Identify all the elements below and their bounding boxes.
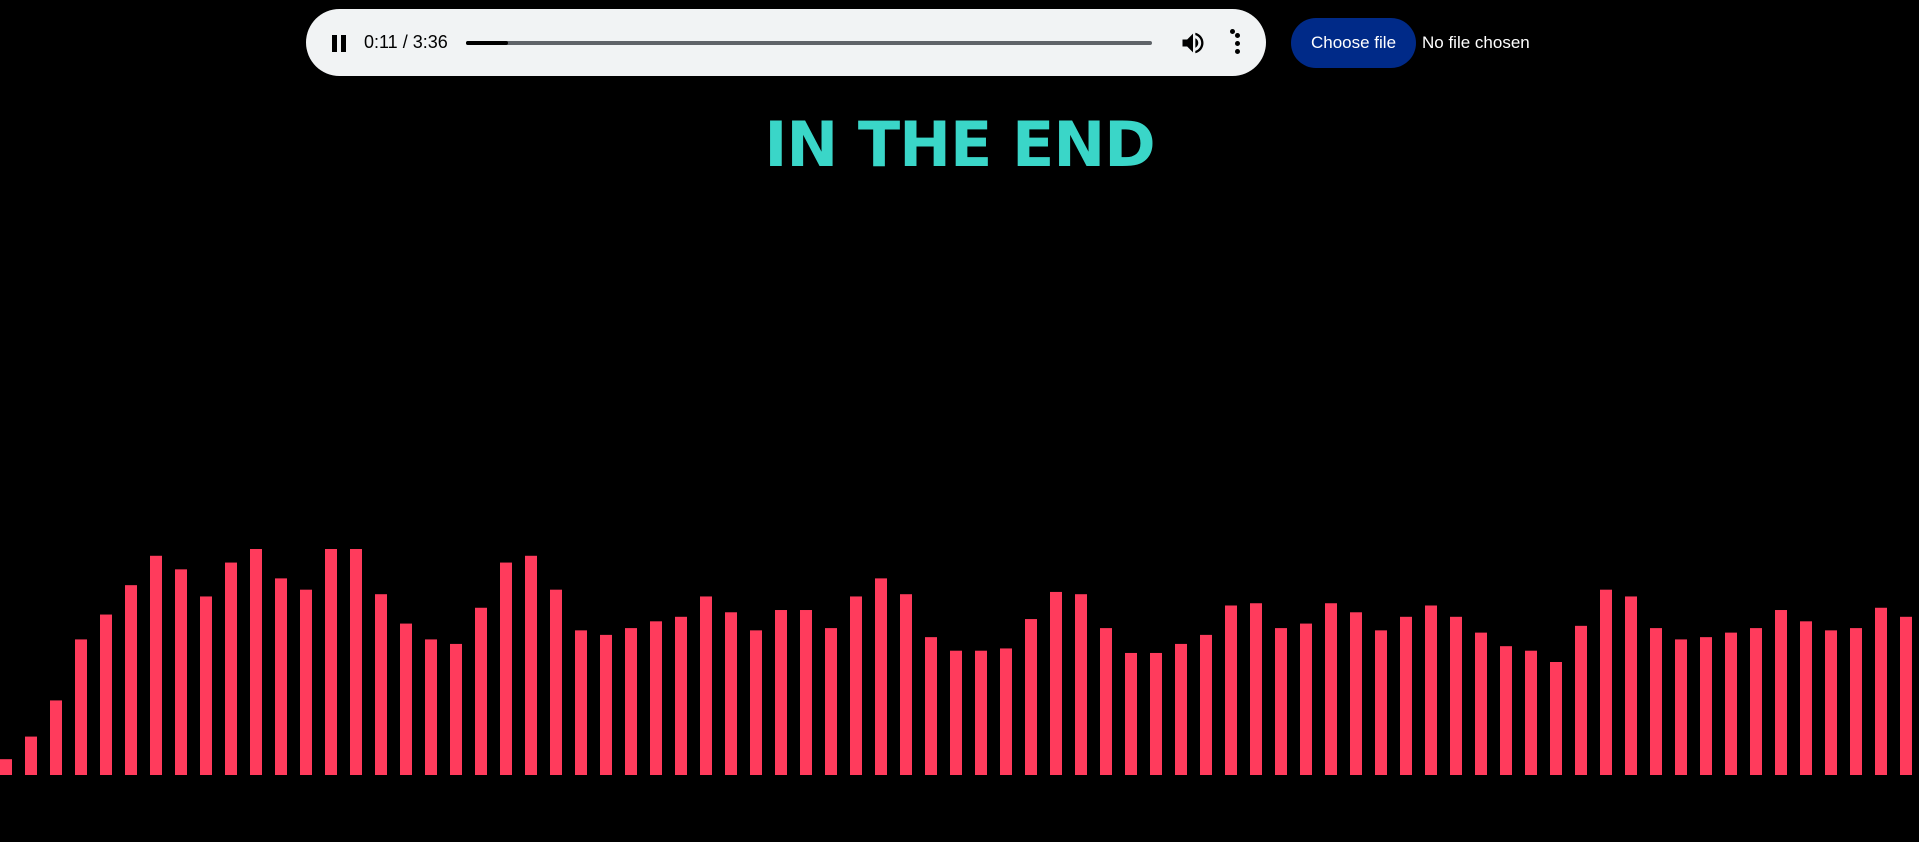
volume-icon <box>1182 32 1204 54</box>
visualizer-bar <box>0 759 12 775</box>
visualizer-bar <box>550 589 562 775</box>
volume-button[interactable] <box>1178 29 1208 57</box>
visualizer-bar <box>1600 589 1612 775</box>
visualizer-bar <box>950 650 962 775</box>
visualizer-bar <box>350 549 362 775</box>
visualizer-bar <box>325 549 337 775</box>
visualizer-bar <box>875 578 887 775</box>
visualizer-bar <box>225 562 237 775</box>
progress-slider[interactable] <box>466 41 1152 45</box>
visualizer-bar <box>1725 632 1737 775</box>
visualizer-bar <box>900 594 912 775</box>
visualizer-bar <box>1000 648 1012 775</box>
visualizer-bar <box>750 630 762 775</box>
visualizer-bar <box>450 643 462 775</box>
visualizer-bar <box>200 596 212 775</box>
visualizer-bar <box>1475 632 1487 775</box>
visualizer-bar <box>1350 612 1362 775</box>
visualizer-bar <box>1175 643 1187 775</box>
visualizer-bar <box>1225 605 1237 775</box>
visualizer-bar <box>1850 628 1862 775</box>
visualizer-bar <box>1125 652 1137 775</box>
time-display: 0:11 / 3:36 <box>364 32 448 52</box>
visualizer-bar <box>1275 628 1287 775</box>
visualizer-bar <box>1450 616 1462 775</box>
visualizer-bar <box>725 612 737 775</box>
visualizer-bar <box>1050 591 1062 775</box>
visualizer-bar <box>50 700 62 775</box>
visualizer-bar <box>1650 628 1662 775</box>
visualizer-bar <box>275 578 287 775</box>
visualizer-bar <box>400 623 412 775</box>
more-vert-icon <box>1230 29 1240 54</box>
visualizer-bar <box>1525 650 1537 775</box>
visualizer-bar <box>75 639 87 775</box>
visualizer-bar <box>150 555 162 775</box>
visualizer-bar <box>1250 603 1262 775</box>
visualizer-bar <box>25 736 37 775</box>
visualizer-bar <box>600 634 612 775</box>
visualizer-bar <box>1500 646 1512 775</box>
progress-fill <box>466 41 508 45</box>
visualizer-bar <box>1325 603 1337 775</box>
visualizer-bar <box>975 650 987 775</box>
visualizer-bar <box>1150 652 1162 775</box>
visualizer-bar <box>475 607 487 775</box>
visualizer-bar <box>1575 625 1587 775</box>
visualizer-bar <box>1900 616 1912 775</box>
visualizer-bar <box>125 585 137 775</box>
visualizer-bar <box>675 616 687 775</box>
visualizer-bar <box>525 555 537 775</box>
visualizer-bar <box>500 562 512 775</box>
visualizer-bar <box>1700 637 1712 775</box>
visualizer-bar <box>925 637 937 775</box>
visualizer-bar <box>700 596 712 775</box>
visualizer-bar <box>575 630 587 775</box>
visualizer-bar <box>300 589 312 775</box>
visualizer-bar <box>1425 605 1437 775</box>
visualizer-bar <box>1825 630 1837 775</box>
visualizer-bar <box>1550 662 1562 775</box>
visualizer-bar <box>775 610 787 775</box>
choose-file-button[interactable]: Choose file <box>1291 18 1416 68</box>
visualizer-bar <box>1625 596 1637 775</box>
visualizer-bar <box>375 594 387 775</box>
visualizer-bar <box>850 596 862 775</box>
visualizer-bar <box>1775 610 1787 775</box>
visualizer-bar <box>425 639 437 775</box>
visualizer-bar <box>1750 628 1762 775</box>
visualizer-bar <box>1075 594 1087 775</box>
visualizer-bar <box>1100 628 1112 775</box>
visualizer-bar <box>1675 639 1687 775</box>
visualizer-bar <box>625 628 637 775</box>
visualizer-bar <box>250 549 262 775</box>
visualizer-bar <box>1875 607 1887 775</box>
visualizer-bar <box>825 628 837 775</box>
pause-button[interactable] <box>325 30 353 58</box>
visualizer-bar <box>650 621 662 775</box>
visualizer-bar <box>1300 623 1312 775</box>
file-status-label: No file chosen <box>1422 33 1530 52</box>
visualizer-bar <box>1200 634 1212 775</box>
song-title: IN THE END <box>764 108 1155 181</box>
visualizer-bar <box>1375 630 1387 775</box>
visualizer-bar <box>100 614 112 775</box>
visualizer-bar <box>1400 616 1412 775</box>
visualizer-bar <box>175 569 187 775</box>
visualizer-bar <box>1800 621 1812 775</box>
more-options-button[interactable] <box>1225 29 1241 57</box>
visualizer-bar <box>1025 619 1037 775</box>
visualizer-bar <box>800 610 812 775</box>
